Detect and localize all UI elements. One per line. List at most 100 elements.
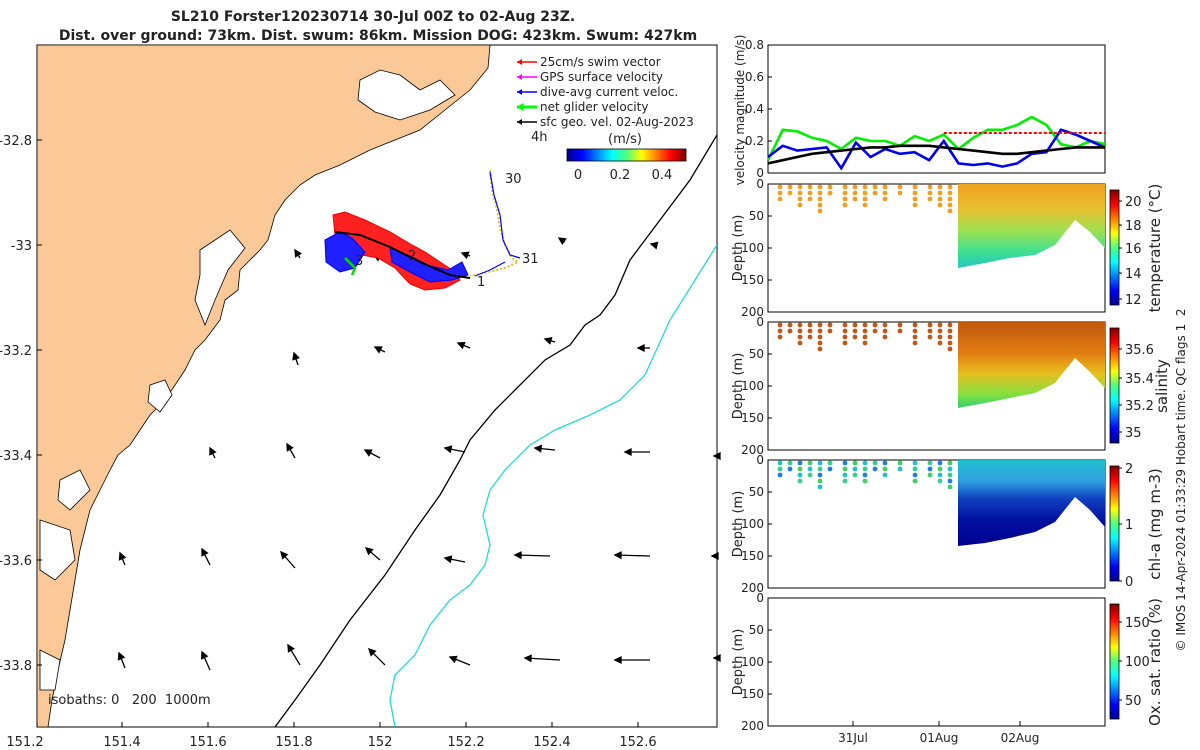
colorbar-tick-label: 2 [1125,462,1133,477]
profile-dot [947,328,953,334]
geo-velocity-arrowhead [443,445,453,454]
chla-colorbar [1109,465,1120,582]
geo-velocity-arrowhead [209,446,217,456]
oxygen-axes [767,597,1106,727]
geo-velocity-arrowhead [292,351,300,361]
profile-dot [797,460,803,466]
salinity-y-ticks: 0 50 100 150 200 [741,315,772,457]
profile-dot [912,184,918,190]
velocity-series-line-2 [767,144,1105,165]
lake-4 [57,469,91,511]
oxygen-colorbar-label: Ox. sat. ratio (%) [1146,598,1164,726]
isobath-1000m [389,244,717,727]
profile-dot [842,190,848,196]
profile-dot [912,322,918,328]
profile-dot [882,460,888,466]
salinity-colorbar-ticks: 35 35.2 35.4 35.6 [1119,343,1154,441]
colorbar-tick-label: 150 [1125,616,1150,631]
profile-dot [787,184,793,190]
profile-dot [897,466,903,472]
profile-dot [947,208,953,214]
geo-velocity-arrowhead [712,653,721,663]
profile-dot [947,466,953,472]
profile-dot [937,472,943,478]
depth-y-tick-label: 50 [749,485,764,499]
depth-y-tick-label: 100 [741,517,764,531]
profile-dot [862,340,868,346]
profile-dot [817,184,823,190]
profile-dot [937,460,943,466]
profile-dot [912,202,918,208]
profile-dot [937,340,943,346]
profile-dot [912,466,918,472]
map-y-tick-label: -33.6 [0,554,32,569]
temperature-panel: 0 50 100 150 200 Depth (m) 12 14 16 18 20 temper… [731,177,1164,319]
profile-dot [947,346,953,352]
profile-dot [862,334,868,340]
sfc-velocity-arrows [117,237,721,671]
lake-5 [39,519,76,581]
depth-y-tick-label: 150 [741,273,764,287]
profile-dot [817,472,823,478]
profile-dot [797,190,803,196]
depth-y-tick-label: 50 [749,623,764,637]
chla-y-ticks: 0 50 100 150 200 [741,453,772,595]
profile-dot [817,346,823,352]
oxygen-colorbar [1109,603,1120,720]
oxygen-x-tick-label: 01Aug [920,731,959,745]
profile-dot [937,334,943,340]
geo-velocity-arrowhead [373,346,383,354]
oxygen-y-ticks: 0 50 100 150 200 [741,591,772,733]
geo-velocity-arrowhead [456,341,466,350]
geo-velocity-arrowhead [557,237,567,246]
profile-dot [807,184,813,190]
depth-y-tick-label: 100 [741,655,764,669]
depth-y-tick-label: 0 [756,315,764,329]
chla-profile-dots [777,460,953,490]
profile-dot [912,340,918,346]
profile-dot [817,466,823,472]
profile-dot [852,334,858,340]
depth-y-tick-label: 150 [741,411,764,425]
velocity-lines [766,115,1106,171]
profile-dot [827,328,833,334]
geo-velocity-arrowhead [201,547,209,557]
profile-dot [827,460,833,466]
profile-dot [862,478,868,484]
legend-item-gps-velocity: GPS surface velocity [517,70,663,84]
colorbar-tick-label: 35.6 [1125,343,1154,358]
profile-dot [827,466,833,472]
geo-velocity-arrowhead [712,451,721,461]
depth-y-tick-label: 100 [741,241,764,255]
profile-dot [882,472,888,478]
profile-dot [937,466,943,472]
temperature-field [958,184,1105,268]
geo-velocity-arrowhead [363,449,373,457]
depth-y-tick-label: 200 [741,443,764,457]
profile-dot [947,340,953,346]
colorbar-tick-label: 35 [1125,426,1142,441]
profile-dot [777,334,783,340]
geo-velocity-arrowhead [280,550,289,560]
profile-dot [947,196,953,202]
day-label-31: 31 [522,252,539,267]
profile-dot [882,334,888,340]
profile-dot [842,334,848,340]
profile-dot [852,460,858,466]
map-y-tick-label: -32.8 [0,134,32,149]
map-x-tick-label: 152.2 [447,735,484,750]
velocity-y-ticks: 0 0.2 0.4 0.6 0.8 [745,38,772,180]
profile-dot [797,328,803,334]
profile-dot [862,322,868,328]
profile-dot [862,328,868,334]
legend-label-net-velocity: net glider velocity [540,100,648,114]
profile-dot [787,322,793,328]
depth-y-tick-label: 150 [741,549,764,563]
velocity-y-tick-label: 0.2 [745,134,764,148]
profile-dot [807,190,813,196]
legend-item-dive-avg: dive-avg current veloc. [517,85,678,99]
profile-dot [947,184,953,190]
profile-dot [797,322,803,328]
colorbar-tick-label: 20 [1125,195,1142,210]
geo-velocity-arrowhead [613,655,622,665]
